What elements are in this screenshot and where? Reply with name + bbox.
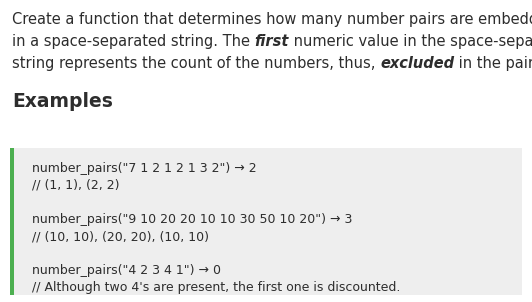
Text: Create a function that determines how many number pairs are embedded: Create a function that determines how ma… <box>12 12 532 27</box>
Text: // Although two 4's are present, the first one is discounted.: // Although two 4's are present, the fir… <box>32 281 401 294</box>
Text: numeric value in the space-separated: numeric value in the space-separated <box>289 34 532 49</box>
Text: in a space-separated string. The: in a space-separated string. The <box>12 34 255 49</box>
Text: // (1, 1), (2, 2): // (1, 1), (2, 2) <box>32 179 120 192</box>
Text: first: first <box>255 34 289 49</box>
Text: number_pairs("9 10 20 20 10 10 30 50 10 20") → 3: number_pairs("9 10 20 20 10 10 30 50 10 … <box>32 213 352 226</box>
Text: number_pairs("4 2 3 4 1") → 0: number_pairs("4 2 3 4 1") → 0 <box>32 264 221 277</box>
Text: string represents the count of the numbers, thus,: string represents the count of the numbe… <box>12 56 380 71</box>
Text: in the pairings.: in the pairings. <box>454 56 532 71</box>
Text: Examples: Examples <box>12 92 113 111</box>
Text: excluded: excluded <box>380 56 454 71</box>
Text: // (10, 10), (20, 20), (10, 10): // (10, 10), (20, 20), (10, 10) <box>32 230 209 243</box>
Bar <box>10 148 14 295</box>
Bar <box>10 148 522 295</box>
Text: number_pairs("7 1 2 1 2 1 3 2") → 2: number_pairs("7 1 2 1 2 1 3 2") → 2 <box>32 162 256 175</box>
